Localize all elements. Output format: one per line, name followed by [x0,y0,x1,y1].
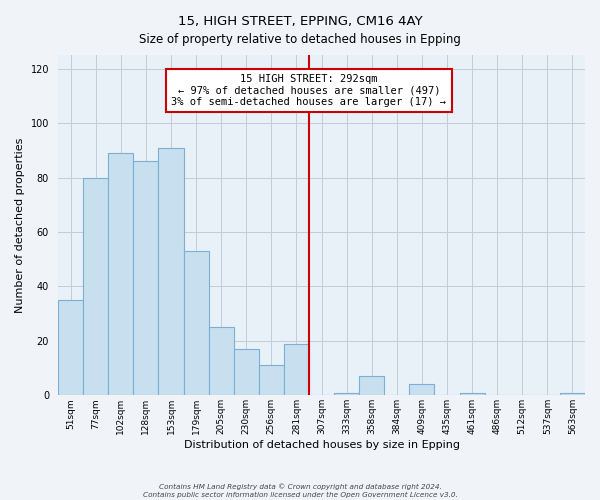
Bar [209,327,234,396]
Bar [83,178,108,396]
Bar [359,376,384,396]
X-axis label: Distribution of detached houses by size in Epping: Distribution of detached houses by size … [184,440,460,450]
Text: 15 HIGH STREET: 292sqm
← 97% of detached houses are smaller (497)
3% of semi-det: 15 HIGH STREET: 292sqm ← 97% of detached… [172,74,446,108]
Bar [234,349,259,396]
Bar [58,300,83,396]
Bar [409,384,434,396]
Bar [284,344,309,396]
Bar [108,153,133,396]
Bar [184,251,209,396]
Text: Size of property relative to detached houses in Epping: Size of property relative to detached ho… [139,32,461,46]
Bar [334,392,359,396]
Bar [460,392,485,396]
Bar [560,392,585,396]
Bar [259,366,284,396]
Bar [133,161,158,396]
Text: Contains HM Land Registry data © Crown copyright and database right 2024.
Contai: Contains HM Land Registry data © Crown c… [143,484,457,498]
Text: 15, HIGH STREET, EPPING, CM16 4AY: 15, HIGH STREET, EPPING, CM16 4AY [178,15,422,28]
Y-axis label: Number of detached properties: Number of detached properties [15,138,25,313]
Bar [158,148,184,396]
